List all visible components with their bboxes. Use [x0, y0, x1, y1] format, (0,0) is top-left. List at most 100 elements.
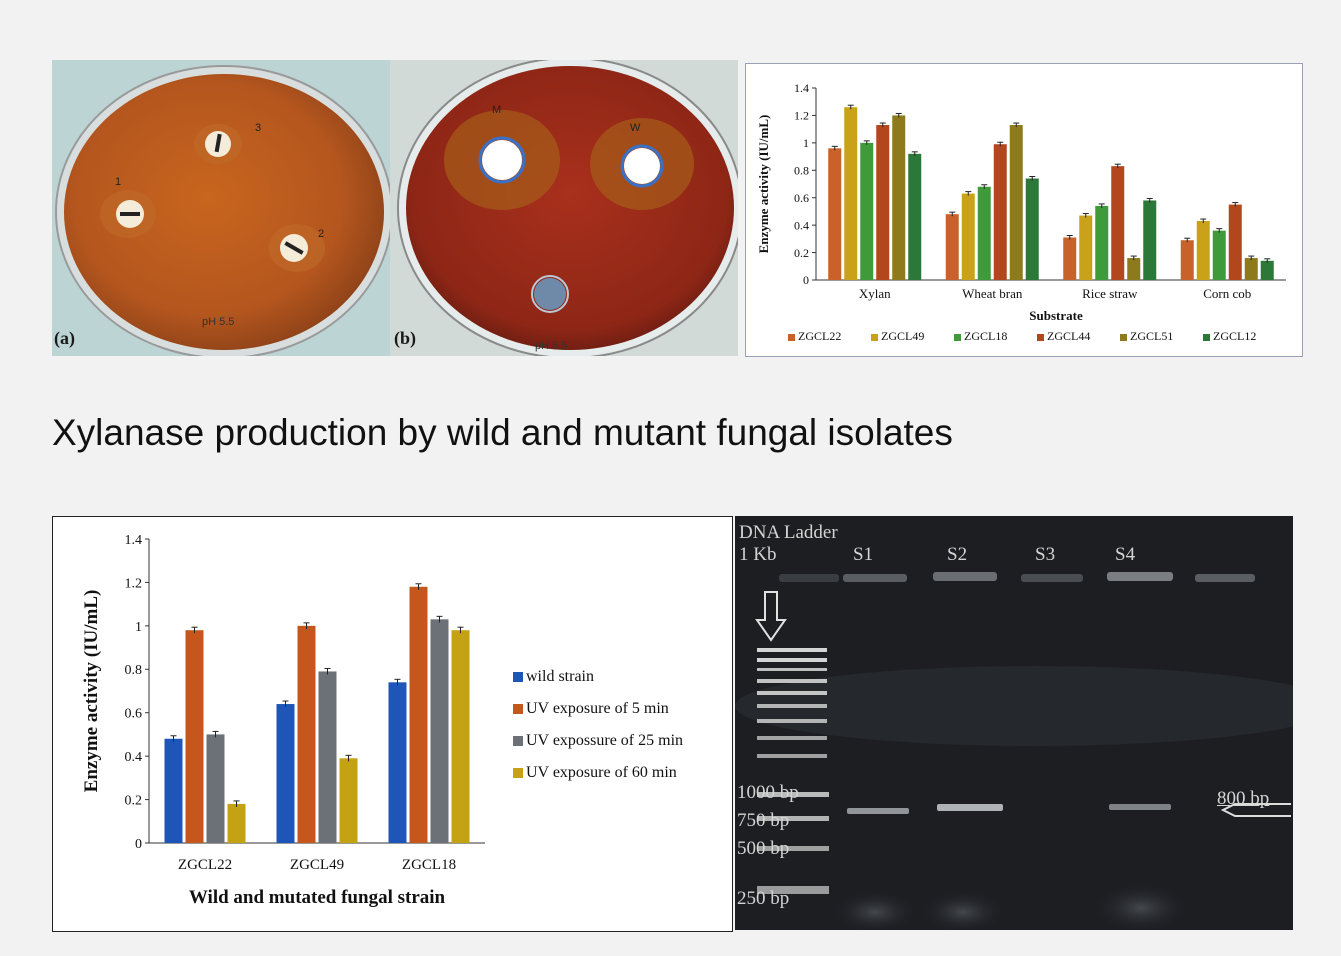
legend-label: ZGCL18 [964, 329, 1007, 343]
gel-electrophoresis-photo: DNA Ladder 1 Kb S1 S2 S3 S4 1000 bp 750 … [735, 516, 1293, 930]
bar-wild-strain-zgcl22 [164, 738, 183, 843]
plate-a-label: (a) [54, 328, 75, 348]
bar-zgcl22-corn-cob [1180, 240, 1194, 280]
bar-zgcl18-wheat-bran [977, 186, 991, 280]
category-label: Rice straw [1082, 286, 1138, 301]
bar-zgcl49-wheat-bran [961, 193, 975, 280]
substrate-chart: 0 0.2 0.4 0.6 0.8 1 1.2 1.4 Enzyme activity (IU/… [745, 63, 1303, 357]
category-label: ZGCL49 [290, 857, 344, 873]
y-tick-label: 0.6 [794, 191, 809, 205]
bar-zgcl12-xylan [908, 153, 922, 280]
legend-swatch [871, 334, 878, 341]
bar-uv-exposure-of-5-min-zgcl18 [409, 586, 428, 843]
bar-uv-expossure-of-25-min-zgcl22 [206, 734, 225, 843]
gel-ladder-label-500: 500 bp [737, 838, 790, 859]
bar-uv-exposure-of-60-min-zgcl18 [451, 630, 470, 843]
bar-zgcl18-rice-straw [1095, 205, 1109, 280]
legend-label: UV exposure of 5 min [526, 700, 669, 717]
gel-band-label: 800 bp [1217, 788, 1270, 809]
agar-plate-a-photo: 1 2 3 pH 5.5 (a) [52, 60, 390, 356]
y-axis-label: Enzyme activity (IU/mL) [756, 115, 771, 254]
legend-swatch [1037, 334, 1044, 341]
plate-b-ph-label: pH 5.5 [535, 340, 568, 352]
y-tick-label: 0.6 [125, 707, 143, 722]
gel-ladder-header: DNA Ladder [739, 522, 838, 543]
bar-zgcl44-xylan [876, 125, 890, 281]
legend-swatch [513, 704, 523, 714]
legend-swatch [788, 334, 795, 341]
plate-a-ph-label: pH 5.5 [202, 316, 235, 328]
gel-ladder-size: 1 Kb [739, 544, 777, 565]
y-tick-label: 1.2 [794, 109, 809, 123]
legend-label: UV expossure of 25 min [526, 732, 683, 749]
bar-zgcl12-wheat-bran [1025, 178, 1039, 280]
legend-swatch [513, 768, 523, 778]
legend-swatch [513, 672, 523, 682]
bar-zgcl49-rice-straw [1079, 215, 1093, 280]
bar-zgcl51-corn-cob [1244, 258, 1258, 280]
plate-b-mark-w: W [630, 122, 641, 134]
y-tick-label: 0.8 [125, 663, 143, 678]
y-tick-label: 0.2 [125, 793, 143, 808]
legend-swatch [1203, 334, 1210, 341]
legend-swatch [1120, 334, 1127, 341]
gel-ladder-label-250: 250 bp [737, 888, 790, 909]
agar-plate-b-photo: M W pH 5.5 (b) [390, 60, 738, 356]
uv-mutation-chart-svg: 0 0.2 0.4 0.6 0.8 1 1.2 1.4 Enzyme activity (IU/… [81, 533, 683, 908]
x-axis-label: Wild and mutated fungal strain [189, 887, 446, 908]
bar-zgcl22-wheat-bran [945, 214, 959, 280]
y-tick-label: 0.4 [794, 218, 809, 232]
bar-wild-strain-zgcl18 [388, 682, 407, 843]
category-label: ZGCL22 [178, 857, 232, 873]
bar-zgcl44-corn-cob [1228, 204, 1242, 280]
bar-zgcl22-xylan [828, 148, 842, 280]
y-tick-label: 1.2 [125, 576, 143, 591]
uv-mutation-chart: 0 0.2 0.4 0.6 0.8 1 1.2 1.4 Enzyme activity (IU/… [52, 516, 733, 932]
y-tick-label: 1.4 [125, 533, 143, 548]
legend-label: ZGCL51 [1130, 329, 1173, 343]
bar-uv-expossure-of-25-min-zgcl18 [430, 619, 449, 843]
plate-a-illustration [55, 65, 390, 356]
y-tick-label: 0.8 [794, 163, 809, 177]
legend-label: ZGCL49 [881, 329, 924, 343]
legend-label: ZGCL44 [1047, 329, 1090, 343]
plate-a-mark-2: 2 [318, 228, 325, 240]
bar-zgcl49-corn-cob [1196, 221, 1210, 280]
x-axis-label: Substrate [1029, 308, 1083, 323]
bar-uv-expossure-of-25-min-zgcl49 [318, 671, 337, 843]
gel-ladder-label-1000: 1000 bp [737, 782, 799, 803]
bar-zgcl12-rice-straw [1143, 200, 1157, 280]
plate-b-mark-m: M [492, 104, 502, 116]
bar-zgcl12-corn-cob [1260, 260, 1274, 280]
category-label: Corn cob [1203, 286, 1251, 301]
gel-lane-s4: S4 [1115, 544, 1136, 565]
bar-zgcl18-corn-cob [1212, 230, 1226, 280]
plate-a-mark-1: 1 [115, 176, 122, 188]
bar-zgcl51-xylan [892, 115, 906, 280]
bar-zgcl22-rice-straw [1063, 237, 1077, 280]
plate-a-mark-3: 3 [255, 122, 262, 134]
legend-swatch [513, 736, 523, 746]
y-axis-label: Enzyme activity (IU/mL) [81, 590, 102, 793]
bar-uv-exposure-of-5-min-zgcl22 [185, 630, 204, 843]
bar-uv-exposure-of-60-min-zgcl22 [227, 803, 246, 843]
legend-label: wild strain [526, 668, 594, 685]
gel-lane-s3: S3 [1035, 544, 1056, 565]
legend-label: ZGCL22 [798, 329, 841, 343]
bar-zgcl51-rice-straw [1127, 258, 1141, 280]
category-label: Xylan [859, 286, 891, 301]
bar-uv-exposure-of-5-min-zgcl49 [297, 625, 316, 843]
y-tick-label: 1 [803, 136, 809, 150]
page-title: Xylanase production by wild and mutant f… [52, 412, 953, 453]
y-tick-label: 0.4 [125, 750, 143, 765]
bar-zgcl51-wheat-bran [1009, 125, 1023, 281]
bar-uv-exposure-of-60-min-zgcl49 [339, 758, 358, 843]
bar-zgcl44-rice-straw [1111, 166, 1125, 280]
y-tick-label: 0 [803, 273, 809, 287]
gel-illustration [735, 516, 1293, 930]
bar-zgcl49-xylan [844, 107, 858, 280]
category-label: ZGCL18 [402, 857, 456, 873]
plate-b-label: (b) [394, 328, 416, 348]
legend-label: ZGCL12 [1213, 329, 1256, 343]
bar-zgcl44-wheat-bran [993, 144, 1007, 280]
